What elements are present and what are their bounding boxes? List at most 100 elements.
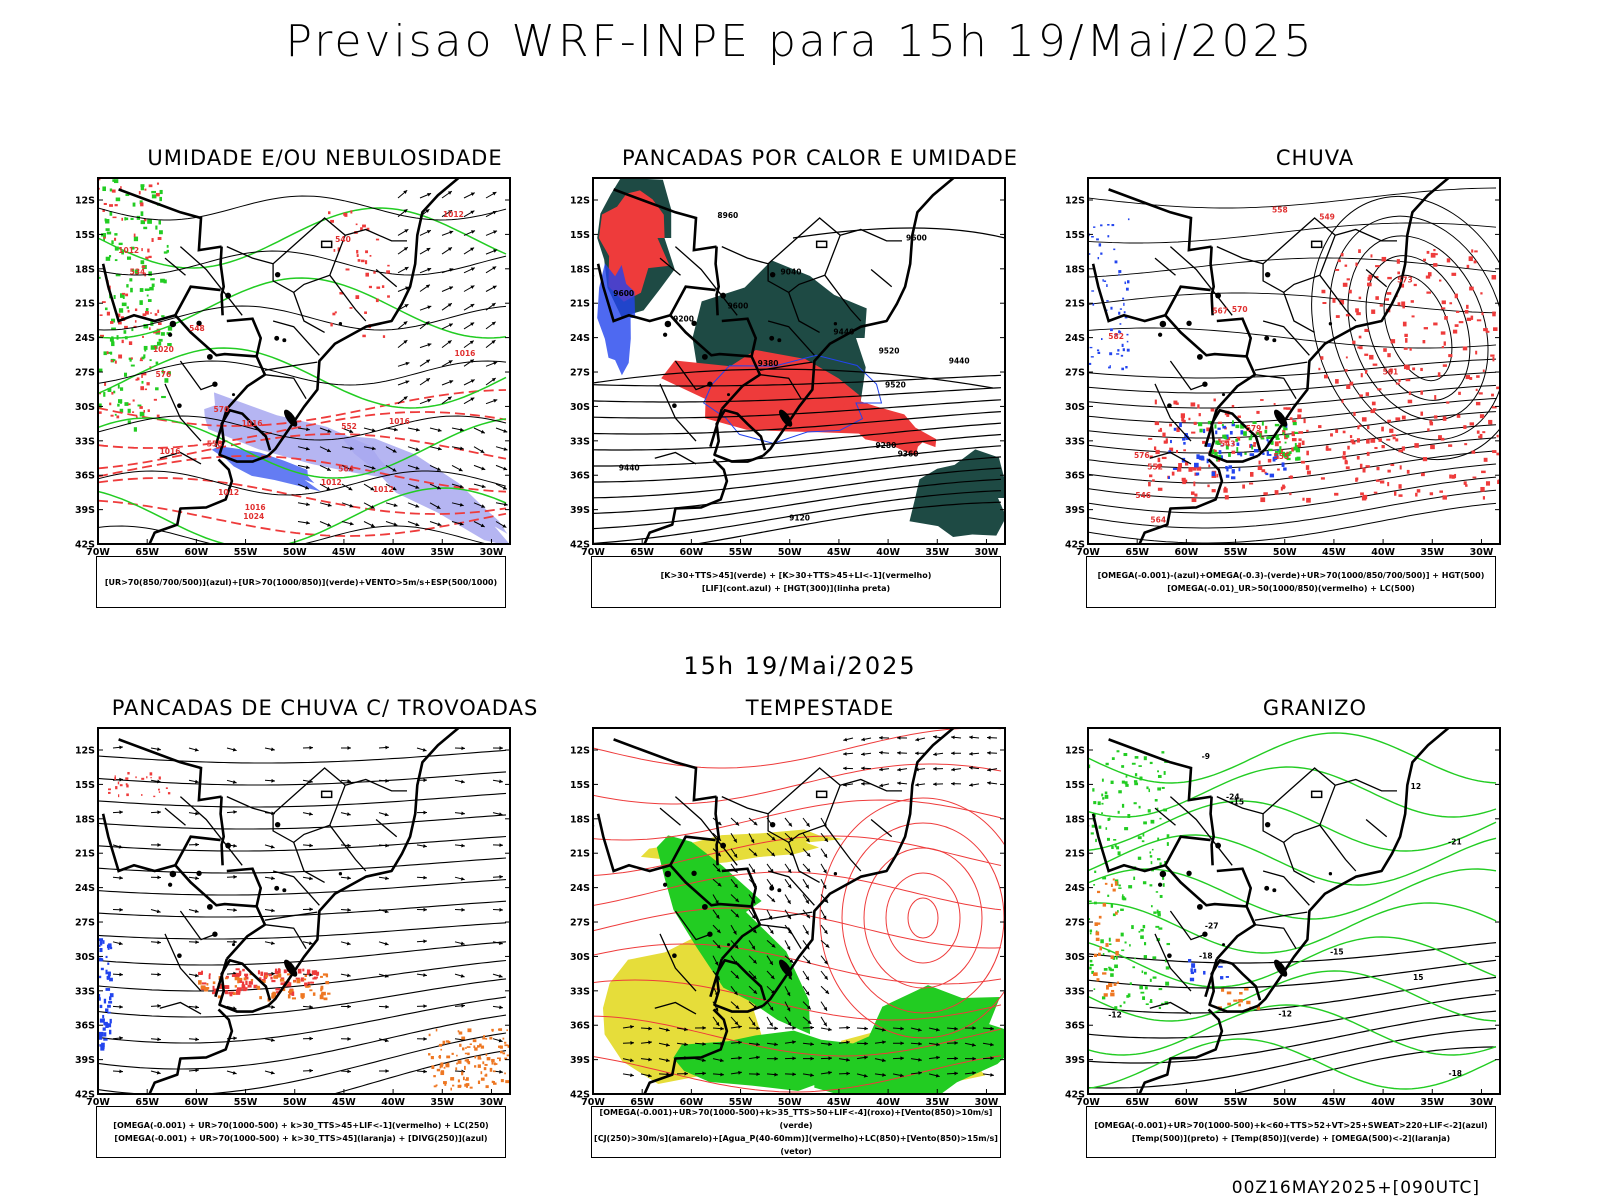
lat-tick-label: 27S — [1065, 918, 1085, 929]
lat-tick-label: 15S — [75, 780, 95, 791]
lat-tick-label: 12S — [1065, 746, 1085, 757]
lon-tick-label: 40W — [876, 1097, 900, 1106]
lon-tick-label: 50W — [778, 1097, 802, 1106]
forecast-map: -12 -15 -18 -21 -24 -27 -18 -15 -12 -9 12 15 12S 15S 1… — [1065, 727, 1501, 1106]
lon-tick-label: 45W — [332, 547, 356, 556]
contour-label: 12 — [1411, 782, 1421, 791]
contour-label: 9440 — [833, 328, 854, 337]
contour-label: 552 — [341, 422, 357, 431]
lat-tick-label: 24S — [75, 883, 95, 894]
lon-tick-label: 60W — [1175, 547, 1199, 556]
lat-tick-label: 36S — [1065, 1021, 1085, 1032]
contour-label: 549 — [1319, 213, 1335, 222]
contour-label: 1012 — [321, 478, 342, 487]
contour-label: 540 — [335, 235, 351, 244]
lon-tick-label: 45W — [827, 547, 851, 556]
lat-tick-label: 12S — [75, 746, 95, 757]
lon-tick-label: 45W — [1322, 547, 1346, 556]
middle-title: 15h 19/Mai/2025 — [683, 652, 917, 680]
contour-label: 548 — [189, 324, 205, 333]
legend-box: [OMEGA(-0.001)+UR>70(1000-500)+k>35_TTS>… — [591, 1106, 1001, 1158]
lat-tick-label: 39S — [1065, 1055, 1085, 1066]
panel-chuva: CHUVA 582 576 570 573 567 564 561 558 555 552 549 54… — [1065, 146, 1565, 626]
contour-label: 546 — [1135, 491, 1151, 500]
lon-tick-label: 35W — [925, 547, 949, 556]
legend-line: [OMEGA(-0.001)-(azul)+OMEGA(-0.3)-(verde… — [1097, 571, 1485, 580]
lon-tick-label: 40W — [1371, 547, 1395, 556]
legend-line: [K>30+TTS>45](verde) + [K>30+TTS>45+LI<-… — [660, 571, 932, 580]
lat-tick-label: 24S — [570, 883, 590, 894]
legend-box: [UR>70(850/700/500)](azul)+[UR>70(1000/8… — [96, 556, 506, 608]
lat-tick-label: 42S — [1065, 540, 1085, 551]
lon-tick-label: 40W — [381, 547, 405, 556]
lat-tick-label: 27S — [570, 368, 590, 379]
panel-tempestade: TEMPESTADE 12S 15S 18S 21S 24S 27S 30S 33S 36S 39S… — [570, 696, 1070, 1176]
contour-label: -21 — [1448, 838, 1462, 847]
lon-tick-label: 30W — [480, 547, 504, 556]
lon-tick-label: 70W — [1076, 1097, 1100, 1106]
lat-tick-label: 30S — [570, 952, 590, 963]
lat-tick-label: 27S — [570, 918, 590, 929]
panel-granizo: GRANIZO -12 -15 -18 -21 -24 -27 -18 -15 -12 -9 12 15… — [1065, 696, 1565, 1176]
lon-tick-label: 55W — [234, 547, 258, 556]
lat-tick-label: 30S — [75, 952, 95, 963]
lon-tick-label: 55W — [234, 1097, 258, 1106]
legend-box: [OMEGA(-0.001)-(azul)+OMEGA(-0.3)-(verde… — [1086, 556, 1496, 608]
lat-tick-label: 30S — [1065, 402, 1085, 413]
legend-line: [Temp(500)](preto) + [Temp(850)](verde) … — [1131, 1134, 1451, 1143]
lat-tick-label: 15S — [75, 230, 95, 241]
legend-box: [OMEGA(-0.001) + UR>70(1000-500) + k>30_… — [96, 1106, 506, 1158]
lat-tick-label: 39S — [1065, 505, 1085, 516]
lat-tick-label: 12S — [570, 746, 590, 757]
contour-label: 15 — [1413, 973, 1423, 982]
lon-tick-label: 35W — [430, 547, 454, 556]
contour-label: 1012 — [118, 246, 139, 255]
lat-tick-label: 21S — [75, 849, 95, 860]
map-layers: 582 576 570 573 567 564 561 558 555 552 549 546 543 5… — [1088, 178, 1500, 544]
contour-label: 1024 — [243, 512, 264, 521]
lat-tick-label: 36S — [75, 1021, 95, 1032]
contour-label: 1016 — [245, 503, 266, 512]
contour-label: 9520 — [885, 380, 906, 389]
map-layers — [98, 728, 510, 1094]
lon-tick-label: 50W — [283, 1097, 307, 1106]
contour-label: 1012 — [218, 488, 239, 497]
contour-label: 570 — [1232, 305, 1248, 314]
lat-tick-label: 33S — [1065, 436, 1085, 447]
map-layers: 9600 9600 9600 9520 9440 9520 9440 9380 93609280… — [593, 178, 1005, 544]
contour-label: 1016 — [242, 419, 263, 428]
lon-tick-label: 60W — [185, 547, 209, 556]
lat-tick-label: 18S — [75, 264, 95, 275]
lon-tick-label: 70W — [86, 1097, 110, 1106]
contour-label: 9120 — [789, 514, 810, 523]
lat-tick-label: 36S — [570, 1021, 590, 1032]
contour-label: 1020 — [153, 345, 174, 354]
legend-line: [OMEGA(-0.01)_UR>50(1000/850)(vermelho) … — [1167, 584, 1415, 593]
lon-tick-label: 50W — [778, 547, 802, 556]
lat-tick-label: 18S — [1065, 814, 1085, 825]
panel-title: UMIDADE E/OU NEBULOSIDADE — [147, 146, 503, 170]
panel-title: PANCADAS POR CALOR E UMIDADE — [621, 146, 1019, 170]
lon-tick-label: 35W — [925, 1097, 949, 1106]
legend-line: [OMEGA(-0.001)+UR>70(1000-500)+k>35_TTS>… — [599, 1108, 993, 1130]
contour-label: 9600 — [613, 289, 634, 298]
lat-tick-label: 18S — [570, 264, 590, 275]
lat-tick-label: 21S — [75, 299, 95, 310]
lon-tick-label: 55W — [729, 1097, 753, 1106]
contour-label: 576 — [1134, 451, 1150, 460]
map-layers: -12 -15 -18 -21 -24 -27 -18 -15 -12 -9 12 15 — [1088, 728, 1500, 1094]
contour-label: 570 — [214, 405, 230, 414]
lon-tick-label: 60W — [185, 1097, 209, 1106]
lat-tick-label: 30S — [570, 402, 590, 413]
lat-tick-label: 24S — [75, 333, 95, 344]
lon-tick-label: 65W — [135, 547, 159, 556]
lat-tick-label: 24S — [1065, 333, 1085, 344]
contour-label: 9380 — [758, 359, 779, 368]
contour-label: 1012 — [373, 485, 394, 494]
panel-pancadas-trovoadas: PANCADAS DE CHUVA C/ TROVOADAS 12S 15S 18S 2… — [75, 696, 575, 1176]
lon-tick-label: 30W — [975, 1097, 999, 1106]
contour-label: -27 — [1205, 922, 1219, 931]
contour-label: 576 — [156, 370, 172, 379]
lon-tick-label: 50W — [1273, 1097, 1297, 1106]
panel-title: TEMPESTADE — [745, 696, 895, 720]
